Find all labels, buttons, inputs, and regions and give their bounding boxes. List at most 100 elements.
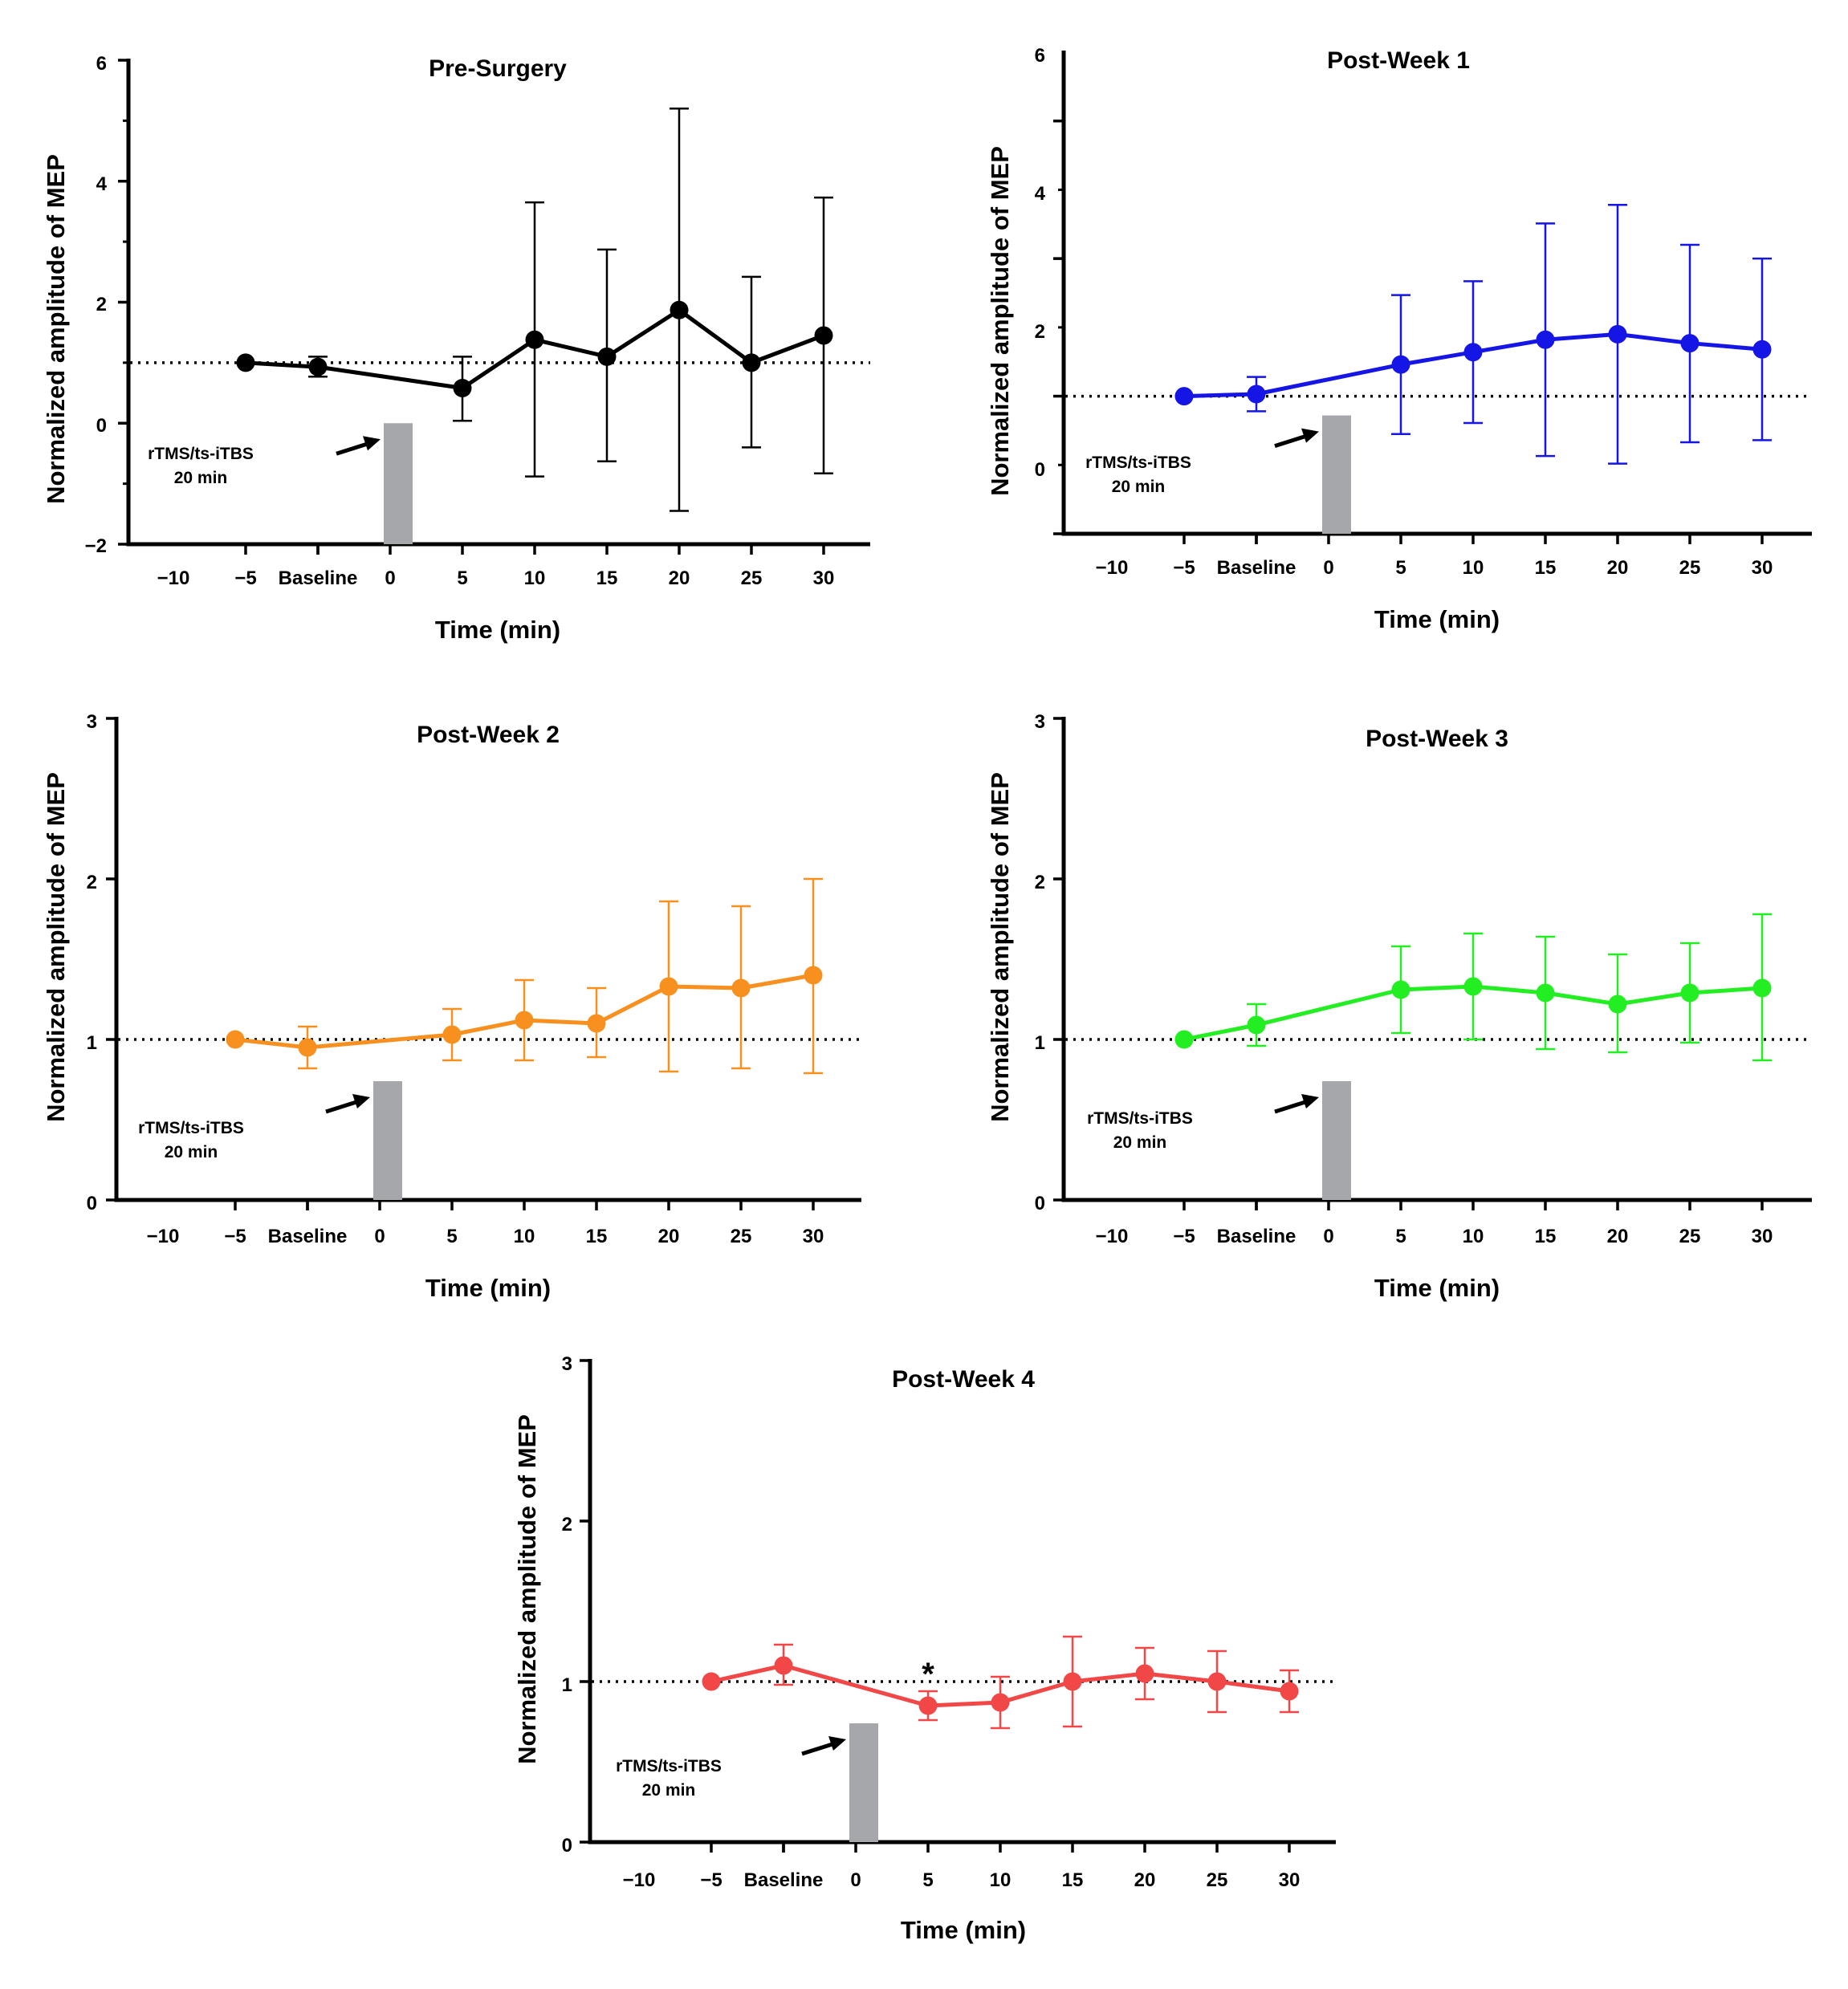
y-axis-title: Normalized amplitude of MEP	[513, 1414, 541, 1764]
data-point	[814, 326, 833, 345]
panel-post-week-4: Post-Week 4 Normalized amplitude of MEP …	[513, 1353, 1336, 1944]
data-point	[515, 1011, 534, 1030]
stimulus-label: rTMS/ts-iTBS	[616, 1757, 722, 1775]
x-tick-label: −10	[1096, 1226, 1129, 1247]
stimulus-label: rTMS/ts-iTBS	[1087, 1109, 1193, 1128]
y-tick-label: 1	[1035, 1032, 1045, 1054]
x-tick-label: 0	[374, 1226, 385, 1247]
y-tick-labels: 3 2 1 0	[87, 711, 97, 1214]
x-tick-label: −5	[700, 1869, 722, 1891]
x-tick-label: Baseline	[744, 1869, 824, 1891]
data-point	[659, 977, 678, 996]
data-point	[453, 379, 472, 398]
x-tick-labels: −10 −5 Baseline 0 5 10 15 20 25 30	[147, 1226, 824, 1247]
y-tick-labels: 3 2 1 0	[1035, 711, 1045, 1214]
stimulus-arrow-head	[363, 436, 381, 451]
y-tick-label: 2	[1035, 321, 1045, 343]
x-tick-labels: −10 −5 Baseline 0 5 10 15 20 25 30	[623, 1869, 1301, 1891]
data-point	[587, 1014, 606, 1033]
x-tick-label: 30	[1752, 557, 1773, 579]
y-tick-label: 3	[1035, 711, 1045, 733]
y-tick-label: 0	[562, 1835, 572, 1857]
stimulus-arrow-shaft	[801, 1741, 836, 1756]
plot-area	[118, 59, 870, 555]
panel-pre-surgery: Pre-Surgery Normalized amplitude of MEP …	[42, 53, 870, 644]
panel-post-week-1: Post-Week 1 Normalized amplitude of MEP …	[986, 45, 1812, 633]
panel-title: Post-Week 3	[1366, 726, 1508, 752]
stimulus-arrow-shaft	[336, 441, 370, 456]
stimulus-arrow-head	[1301, 1094, 1319, 1108]
x-axis-title: Time (min)	[435, 616, 560, 644]
data-point	[1280, 1682, 1299, 1701]
x-tick-label: 5	[922, 1869, 933, 1891]
x-tick-label: Baseline	[1217, 557, 1296, 579]
y-tick-label: 4	[1035, 183, 1046, 205]
x-tick-label: 5	[457, 567, 467, 589]
y-tick-label: 6	[1035, 45, 1045, 67]
series-line	[1183, 984, 1763, 1042]
data-point	[1463, 977, 1483, 996]
x-tick-label: 20	[1607, 1226, 1629, 1247]
stimulus-label: rTMS/ts-iTBS	[148, 445, 254, 463]
series-line	[245, 307, 824, 391]
y-tick-label: 2	[87, 872, 97, 893]
x-tick-label: 10	[1463, 557, 1484, 579]
x-tick-label: 25	[1207, 1869, 1228, 1891]
data-point	[804, 966, 823, 985]
x-tick-label: Baseline	[1217, 1226, 1296, 1247]
x-tick-label: 30	[1279, 1869, 1301, 1891]
data-point	[1752, 340, 1772, 359]
y-tick-labels: 6 4 2 0	[1035, 45, 1046, 481]
stimulus-arrow-head	[352, 1094, 370, 1108]
x-axis-title: Time (min)	[1374, 605, 1500, 633]
x-tick-label: 5	[1395, 557, 1406, 579]
stimulus-duration-label: 20 min	[174, 469, 228, 487]
data-point	[1608, 324, 1627, 344]
y-axis-title: Normalized amplitude of MEP	[42, 772, 70, 1122]
y-tick-label: 0	[96, 415, 107, 437]
x-tick-label: 30	[1752, 1226, 1773, 1247]
y-tick-label: 2	[1035, 872, 1045, 893]
x-tick-labels: −10 −5 Baseline 0 5 10 15 20 25 30	[1096, 557, 1773, 579]
stimulus-label: rTMS/ts-iTBS	[138, 1119, 244, 1137]
data-point	[774, 1656, 793, 1675]
x-tick-label: 15	[1062, 1869, 1084, 1891]
stimulus-arrow-shaft	[1274, 1099, 1309, 1114]
data-point	[298, 1038, 317, 1057]
y-axis-title: Normalized amplitude of MEP	[42, 154, 70, 504]
series-line	[710, 1663, 1290, 1708]
data-point	[1063, 1672, 1082, 1691]
series-line	[1183, 332, 1763, 399]
x-tick-label: −5	[224, 1226, 246, 1247]
stimulus-duration-label: 20 min	[165, 1143, 218, 1161]
data-point	[1680, 334, 1699, 353]
panel-title: Post-Week 2	[417, 722, 560, 748]
stimulus-bar	[1322, 1081, 1351, 1200]
x-tick-label: 15	[586, 1226, 608, 1247]
x-tick-label: 20	[669, 567, 690, 589]
x-tick-label: 20	[1134, 1869, 1156, 1891]
data-point	[1174, 1030, 1194, 1049]
panel-title: Post-Week 1	[1327, 47, 1470, 74]
y-tick-label: 6	[96, 53, 107, 75]
stimulus-duration-label: 20 min	[1113, 1133, 1167, 1152]
panel-post-week-2: Post-Week 2 Normalized amplitude of MEP …	[42, 711, 861, 1302]
data-point	[1135, 1664, 1154, 1683]
y-tick-label: 0	[1035, 459, 1045, 481]
x-tick-labels: −10 −5 Baseline 0 5 10 15 20 25 30	[157, 567, 835, 589]
x-tick-label: 15	[1535, 1226, 1557, 1247]
x-tick-label: −10	[147, 1226, 180, 1247]
x-tick-label: −5	[1173, 557, 1195, 579]
panel-post-week-3: Post-Week 3 Normalized amplitude of MEP …	[986, 711, 1812, 1302]
x-tick-label: 5	[1395, 1226, 1406, 1247]
significance-marker: *	[922, 1657, 934, 1692]
x-tick-label: 10	[514, 1226, 535, 1247]
data-point	[1174, 387, 1194, 406]
data-point	[742, 353, 761, 372]
data-point	[236, 353, 255, 372]
stimulus-arrow-head	[828, 1736, 846, 1751]
data-point	[525, 330, 544, 349]
stimulus-bar	[384, 423, 413, 544]
x-tick-label: 25	[1679, 557, 1701, 579]
stimulus-arrow-head	[1301, 428, 1319, 443]
